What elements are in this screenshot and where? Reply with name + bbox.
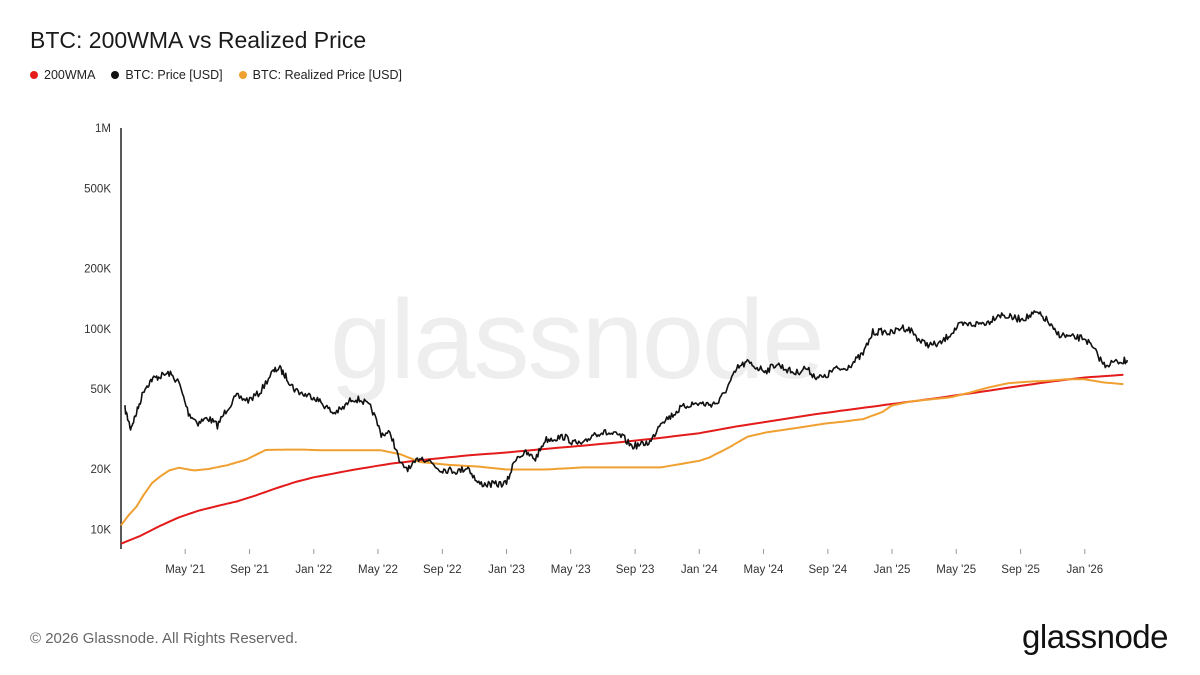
legend-dot-realized-price (238, 71, 247, 79)
x-tick-label: May '24 (744, 564, 785, 576)
watermark: glassnode (330, 277, 825, 402)
x-tick-label: May '22 (358, 564, 398, 576)
x-tick-label: May '23 (551, 564, 591, 576)
y-tick-label: 200K (84, 263, 111, 275)
y-tick-label: 20K (91, 464, 112, 476)
chart-title: BTC: 200WMA vs Realized Price (30, 27, 367, 53)
series-layer (120, 310, 1128, 545)
series-line-200wma (120, 373, 1124, 545)
y-tick-label: 50K (91, 384, 112, 396)
x-tick-label: May '25 (936, 564, 976, 576)
x-tick-label: Sep '23 (616, 564, 655, 576)
x-tick-label: Jan '23 (488, 564, 525, 576)
legend: 200WMA BTC: Price [USD] BTC: Realized Pr… (30, 68, 402, 82)
x-tick-label: Sep '25 (1001, 564, 1040, 576)
x-tick-label: Jan '25 (874, 564, 911, 576)
legend-label-realized-price: BTC: Realized Price [USD] (252, 68, 403, 82)
y-tick-label: 10K (91, 525, 112, 537)
y-tick-label: 100K (84, 324, 111, 336)
y-tick-label: 500K (84, 183, 111, 195)
legend-item-realized-price[interactable]: BTC: Realized Price [USD] (238, 68, 403, 82)
copyright-text: © 2026 Glassnode. All Rights Reserved. (30, 630, 298, 647)
legend-dot-price (111, 71, 120, 79)
legend-label-price: BTC: Price [USD] (125, 68, 223, 82)
x-tick-label: Jan '26 (1066, 564, 1103, 576)
legend-label-200wma: 200WMA (44, 68, 96, 82)
brand-logo: glassnode (1022, 618, 1168, 655)
legend-dot-200wma (30, 71, 38, 79)
legend-item-price[interactable]: BTC: Price [USD] (111, 68, 223, 82)
series-line-price (124, 310, 1128, 489)
legend-item-200wma[interactable]: 200WMA (30, 68, 95, 82)
series-line-realized-price (120, 378, 1124, 526)
x-tick-label: Sep '22 (423, 564, 462, 576)
axes: 1M 500K 200K 100K 50K 20K 10K May '21 Sep '21 Jan… (84, 123, 1103, 576)
x-tick-label: May '21 (165, 564, 205, 576)
x-tick-label: Sep '21 (230, 564, 269, 576)
x-tick-label: Jan '22 (295, 564, 332, 576)
x-tick-label: Sep '24 (809, 564, 848, 576)
y-tick-label: 1M (95, 123, 111, 135)
x-tick-label: Jan '24 (681, 564, 718, 576)
